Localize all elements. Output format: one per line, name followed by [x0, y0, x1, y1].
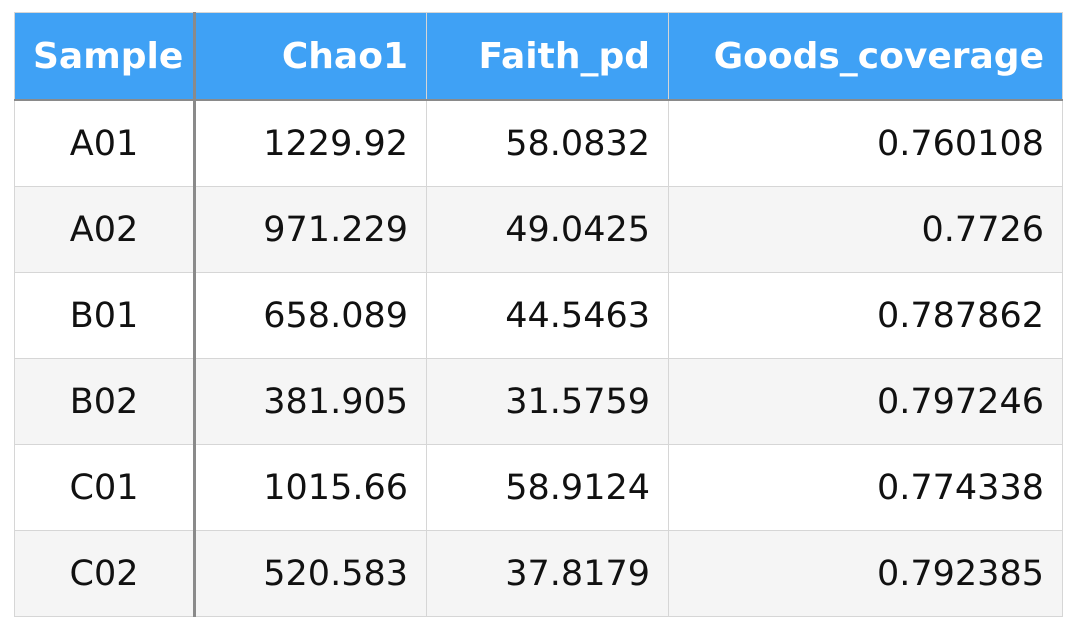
cell-goods-coverage: 0.787862	[668, 272, 1063, 359]
cell-goods-coverage: 0.760108	[668, 99, 1063, 187]
table-row: C02 520.583 37.8179 0.792385	[14, 530, 1063, 617]
table-header-row: Sample Chao1 Faith_pd Goods_coverage	[14, 12, 1063, 101]
cell-sample: B01	[14, 272, 196, 359]
cell-faith-pd: 44.5463	[426, 272, 669, 359]
cell-faith-pd: 58.0832	[426, 99, 669, 187]
cell-chao1: 658.089	[194, 272, 427, 359]
cell-chao1: 971.229	[194, 186, 427, 273]
cell-sample: B02	[14, 358, 196, 445]
cell-faith-pd: 58.9124	[426, 444, 669, 531]
cell-sample: A02	[14, 186, 196, 273]
table-row: C01 1015.66 58.9124 0.774338	[14, 444, 1063, 531]
cell-goods-coverage: 0.797246	[668, 358, 1063, 445]
cell-faith-pd: 31.5759	[426, 358, 669, 445]
cell-goods-coverage: 0.7726	[668, 186, 1063, 273]
table-row: A02 971.229 49.0425 0.7726	[14, 186, 1063, 273]
cell-faith-pd: 49.0425	[426, 186, 669, 273]
table-row: B01 658.089 44.5463 0.787862	[14, 272, 1063, 359]
cell-chao1: 1015.66	[194, 444, 427, 531]
cell-chao1: 1229.92	[194, 99, 427, 187]
table-row: A01 1229.92 58.0832 0.760108	[14, 99, 1063, 187]
cell-goods-coverage: 0.792385	[668, 530, 1063, 617]
cell-sample: A01	[14, 99, 196, 187]
cell-chao1: 381.905	[194, 358, 427, 445]
column-header-goods-coverage[interactable]: Goods_coverage	[668, 12, 1063, 101]
alpha-diversity-table: Sample Chao1 Faith_pd Goods_coverage A01…	[14, 12, 1063, 617]
column-header-sample[interactable]: Sample	[14, 12, 196, 101]
cell-sample: C02	[14, 530, 196, 617]
cell-chao1: 520.583	[194, 530, 427, 617]
column-header-faith-pd[interactable]: Faith_pd	[426, 12, 669, 101]
cell-sample: C01	[14, 444, 196, 531]
table-row: B02 381.905 31.5759 0.797246	[14, 358, 1063, 445]
cell-faith-pd: 37.8179	[426, 530, 669, 617]
cell-goods-coverage: 0.774338	[668, 444, 1063, 531]
alpha-diversity-table-container: Sample Chao1 Faith_pd Goods_coverage A01…	[14, 12, 1063, 617]
column-header-chao1[interactable]: Chao1	[194, 12, 427, 101]
